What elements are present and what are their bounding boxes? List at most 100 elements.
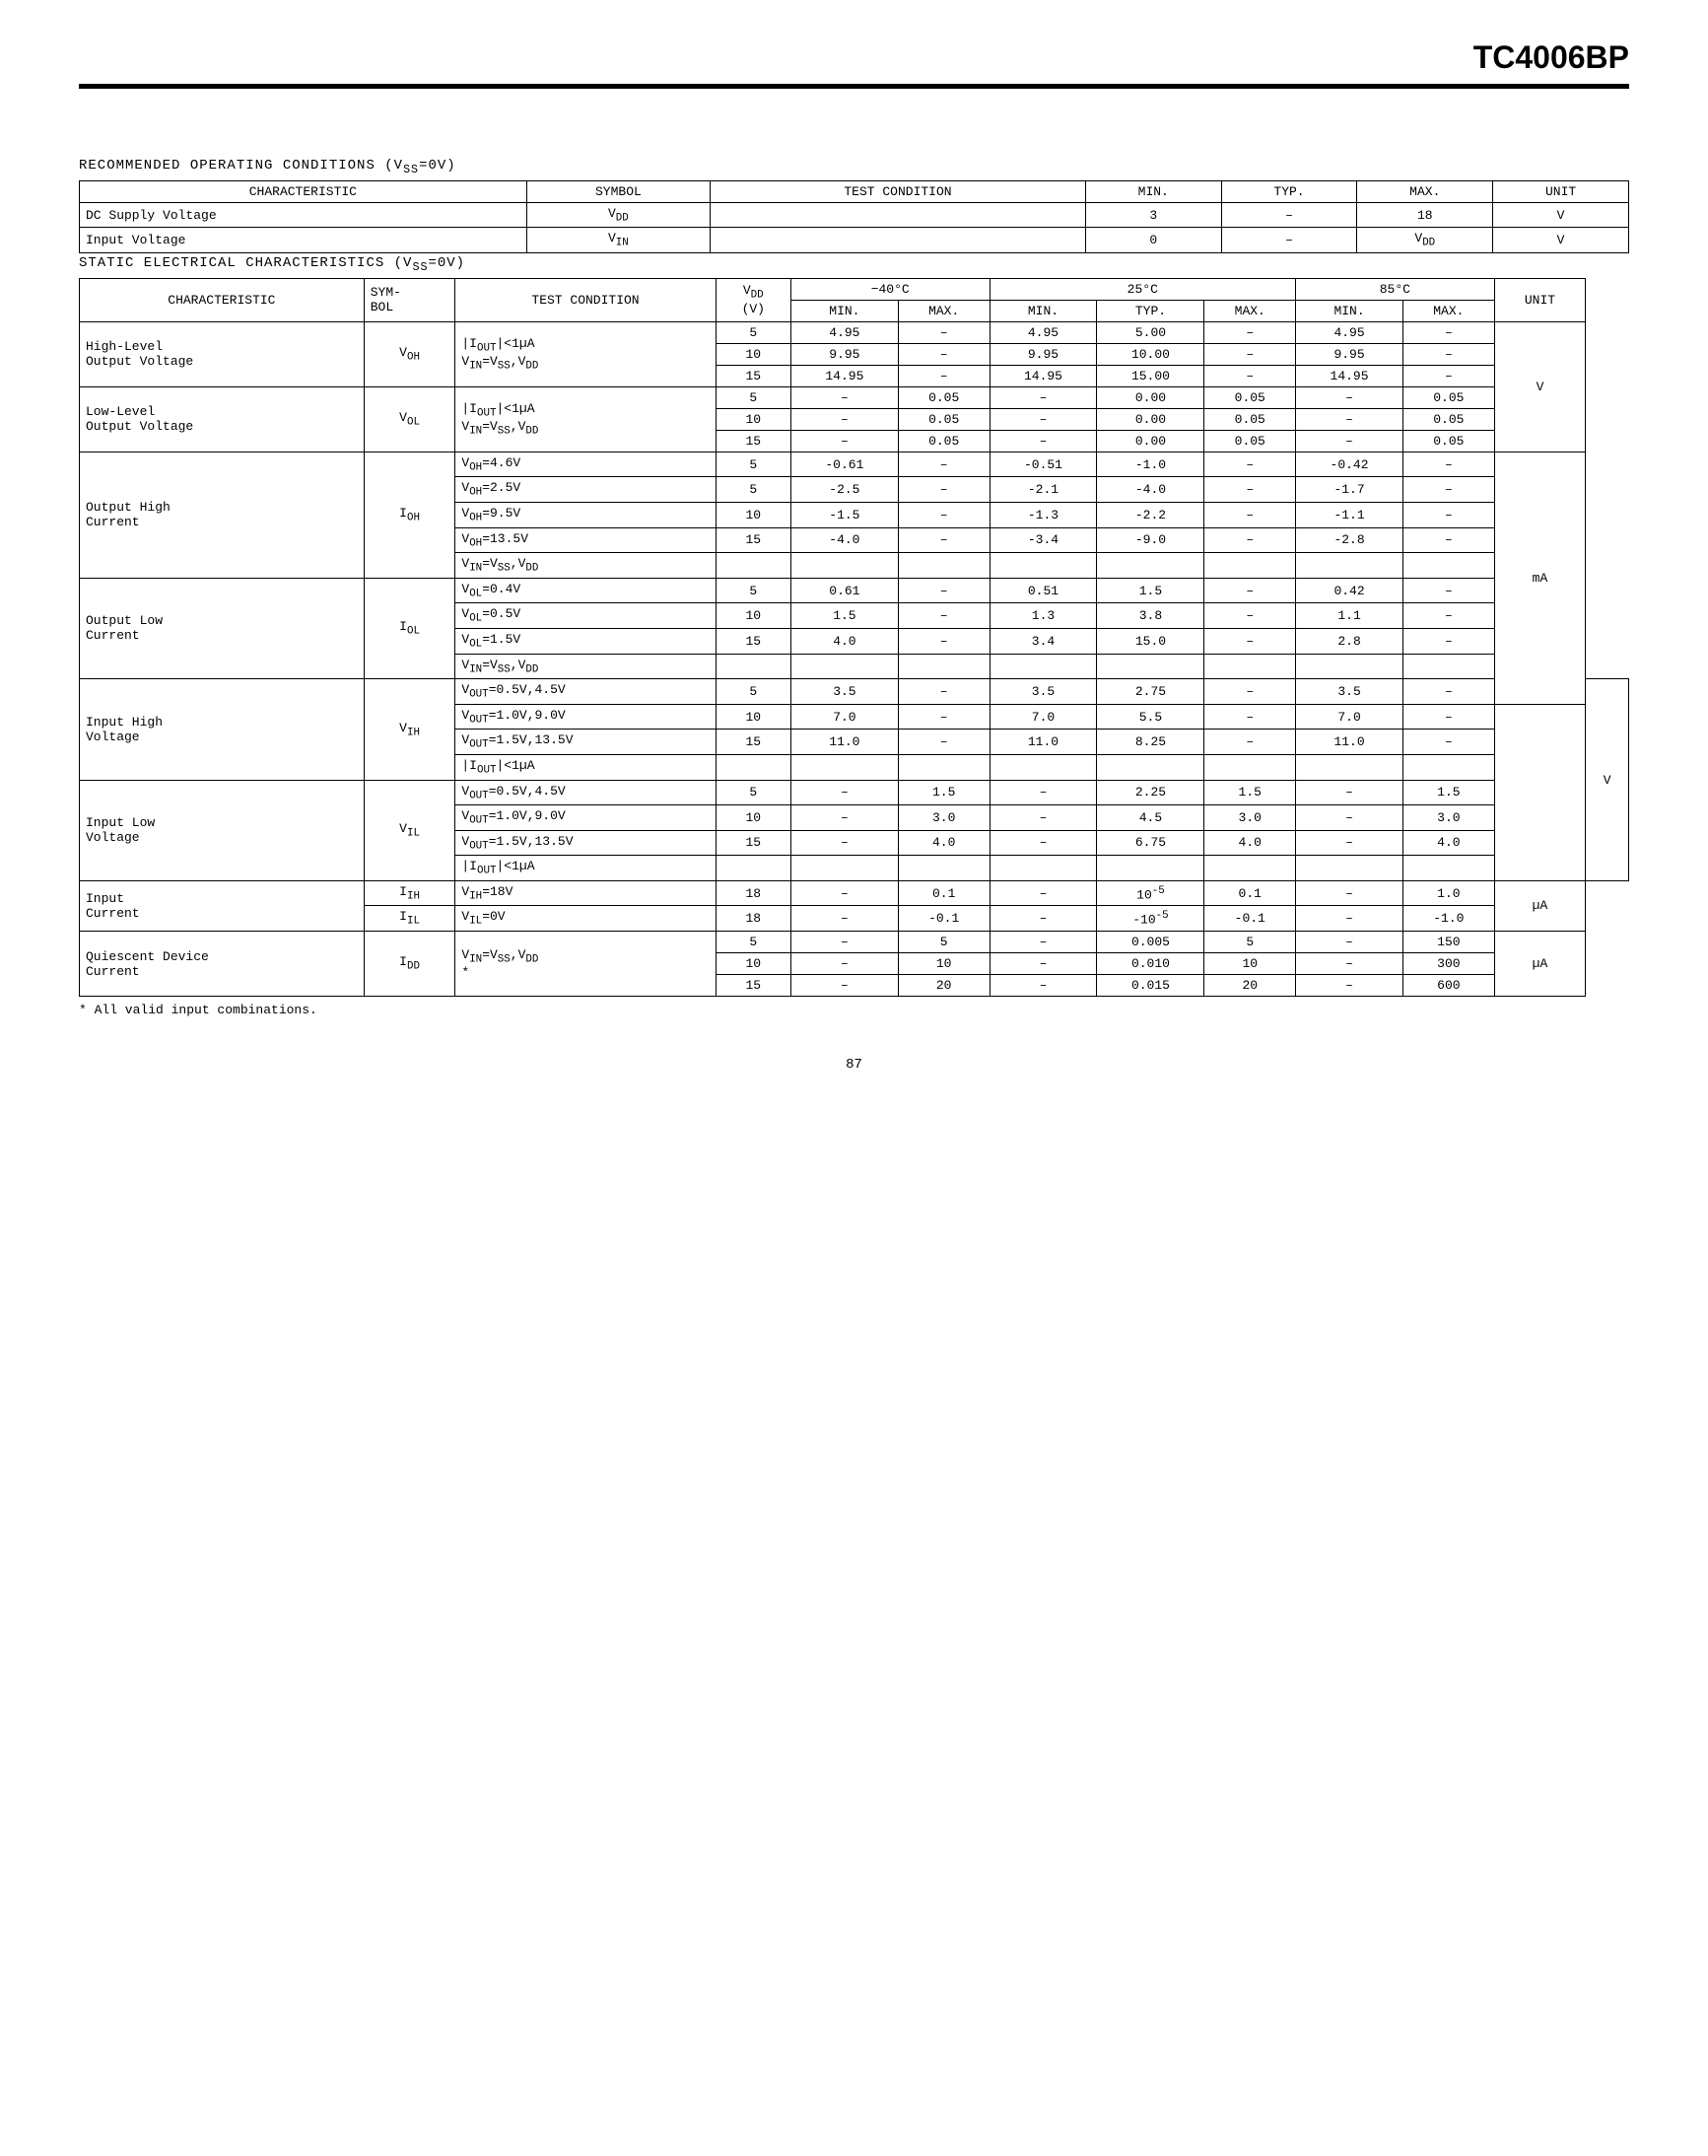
- table1-cell: DC Supply Voltage: [80, 202, 527, 228]
- table2-tc: |IOUT|<1µA: [455, 856, 716, 881]
- table1-cell: 0: [1085, 228, 1221, 253]
- table2-cell: –: [990, 906, 1097, 932]
- table2-cell: -1.3: [990, 502, 1097, 527]
- table2-cell: –: [1204, 730, 1296, 755]
- table2-cell: 150: [1403, 932, 1495, 953]
- table2-unit: V: [1494, 321, 1586, 452]
- table2-cell: 2.8: [1296, 628, 1403, 654]
- table2-cell: –: [990, 975, 1097, 997]
- table1-header: SYMBOL: [526, 180, 710, 202]
- table2-tc: VOH=9.5V: [455, 502, 716, 527]
- table2-symbol: VIL: [364, 780, 455, 880]
- table2-cell: -2.5: [790, 477, 898, 503]
- table2-cell: 10.00: [1097, 343, 1204, 365]
- table2-symbol: VIH: [364, 679, 455, 780]
- table2-cell: –: [898, 730, 990, 755]
- table2-cell: –: [898, 343, 990, 365]
- table2-cell: [898, 754, 990, 780]
- table2-cell: –: [898, 452, 990, 477]
- table2-cell: 10: [716, 408, 790, 430]
- table2-cell: 5: [716, 321, 790, 343]
- table2-char: Output HighCurrent: [80, 452, 365, 578]
- table2-cell: -0.51: [990, 452, 1097, 477]
- table2-cell: 20: [1204, 975, 1296, 997]
- table2-cell: –: [990, 386, 1097, 408]
- table2-cell: 0.1: [898, 880, 990, 906]
- table2-cell: -1.0: [1097, 452, 1204, 477]
- table2-cell: 1.1: [1296, 603, 1403, 629]
- table2-cell: 10: [716, 343, 790, 365]
- table2-cell: 4.0: [790, 628, 898, 654]
- table2-char: Input HighVoltage: [80, 679, 365, 780]
- table2-cell: –: [1204, 628, 1296, 654]
- table2-cell: 5: [716, 477, 790, 503]
- table2-symbol: IIL: [364, 906, 455, 932]
- table2-unit: mA: [1494, 452, 1586, 704]
- table2-cell: 9.95: [990, 343, 1097, 365]
- table1-cell: –: [1221, 202, 1357, 228]
- table2-cell: -4.0: [1097, 477, 1204, 503]
- table2-cell: 5: [716, 386, 790, 408]
- table2-cell: -0.42: [1296, 452, 1403, 477]
- table2-tc: VIN=VSS,VDD: [455, 654, 716, 679]
- table2-cell: -2.2: [1097, 502, 1204, 527]
- table2-cell: 0.05: [1403, 430, 1495, 452]
- table2-tc: VOUT=1.0V,9.0V: [455, 704, 716, 730]
- table2-cell: 5.5: [1097, 704, 1204, 730]
- table2-cell: 0.015: [1097, 975, 1204, 997]
- table2-cell: –: [898, 603, 990, 629]
- table2-cell: 7.0: [1296, 704, 1403, 730]
- table2-cell: 10: [716, 953, 790, 975]
- table2-header: MAX.: [1204, 300, 1296, 321]
- table2-cell: 10: [716, 502, 790, 527]
- table2-header: MIN.: [790, 300, 898, 321]
- table2-cell: –: [1296, 932, 1403, 953]
- table2-cell: [898, 553, 990, 579]
- table2-cell: [1097, 654, 1204, 679]
- table2-cell: 5.00: [1097, 321, 1204, 343]
- table2-tc: VOUT=1.5V,13.5V: [455, 730, 716, 755]
- table2-cell: –: [1204, 679, 1296, 705]
- table2-cell: –: [790, 386, 898, 408]
- table2-cell: –: [898, 628, 990, 654]
- table2-tc: VOUT=0.5V,4.5V: [455, 780, 716, 805]
- table2-header: UNIT: [1494, 278, 1586, 321]
- table2-symbol: IIH: [364, 880, 455, 906]
- table2-header: VDD(V): [716, 278, 790, 321]
- table2-cell: -9.0: [1097, 527, 1204, 553]
- table2-tc: VOH=13.5V: [455, 527, 716, 553]
- table2-cell: [1403, 754, 1495, 780]
- table2-cell: –: [898, 477, 990, 503]
- table2-cell: 4.95: [990, 321, 1097, 343]
- table2-cell: –: [1204, 578, 1296, 603]
- table2-tc: VOL=1.5V: [455, 628, 716, 654]
- table2-cell: 14.95: [990, 365, 1097, 386]
- table2-unit: µA: [1494, 932, 1586, 997]
- table2-cell: –: [1204, 452, 1296, 477]
- table2-cell: [1403, 856, 1495, 881]
- table2-cell: –: [1296, 430, 1403, 452]
- table2-cell: –: [990, 932, 1097, 953]
- table2-cell: –: [1403, 502, 1495, 527]
- table2-cell: [716, 553, 790, 579]
- table2-cell: –: [1296, 386, 1403, 408]
- recommended-operating-conditions-table: CHARACTERISTICSYMBOLTEST CONDITIONMIN.TY…: [79, 180, 1629, 253]
- table2-cell: –: [1403, 603, 1495, 629]
- table2-cell: [1296, 654, 1403, 679]
- table2-cell: -1.0: [1403, 906, 1495, 932]
- table2-cell: 11.0: [990, 730, 1097, 755]
- table1-header: MIN.: [1085, 180, 1221, 202]
- table2-cell: –: [1204, 704, 1296, 730]
- table2-cell: –: [1403, 527, 1495, 553]
- table2-cell: 20: [898, 975, 990, 997]
- table1-header: TEST CONDITION: [711, 180, 1086, 202]
- table2-cell: 7.0: [790, 704, 898, 730]
- table2-cell: 600: [1403, 975, 1495, 997]
- table2-cell: -10-5: [1097, 906, 1204, 932]
- table2-tc: VOL=0.5V: [455, 603, 716, 629]
- table2-cell: 3.5: [790, 679, 898, 705]
- table2-cell: –: [898, 502, 990, 527]
- table2-cell: –: [790, 906, 898, 932]
- table2-tc: VOH=4.6V: [455, 452, 716, 477]
- table2-cell: 0.1: [1204, 880, 1296, 906]
